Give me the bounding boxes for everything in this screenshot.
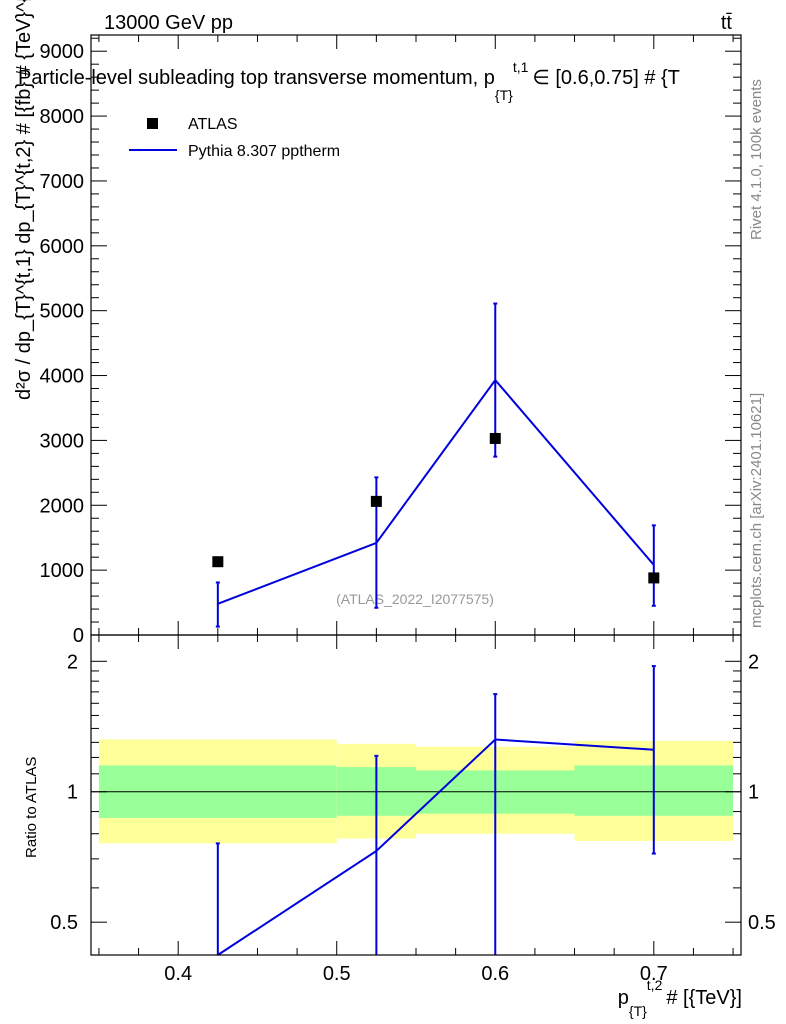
x-label-main: p [618,987,629,1009]
title-tail: ∈ [0.6,0.75] # {T [532,67,680,89]
ratio-plot-frame [90,634,742,956]
title-main: Particle-level subleading top transverse… [18,67,495,89]
main-y-tick-label: 8000 [40,106,85,128]
main-series [212,302,660,628]
x-tick-label: 0.4 [164,963,192,985]
title-sup: t,1 [513,59,529,75]
main-data-point [370,495,382,507]
main-y-tick-label: 4000 [40,366,85,388]
main-y-tick-label: 7000 [40,171,85,193]
y-axis-label-main: d²σ / dp_{T}^{t,1} dp_{T}^{t,2} # [{fb} … [13,0,35,400]
y-axis-label-ratio: Ratio to ATLAS [23,757,40,858]
analysis-watermark: (ATLAS_2022_I2077575) [336,591,494,607]
legend-data-marker [147,118,158,129]
main-y-tick-label: 6000 [40,236,85,258]
ratio-y-tick-label-right: 2 [748,651,759,673]
rivet-label: Rivet 4.1.0, 100k events [748,79,765,240]
title-sub: {T} [495,87,513,103]
legend-mc-label: Pythia 8.307 pptherm [188,143,340,160]
main-y-tick-label: 2000 [40,495,85,517]
x-axis-label: p{T}t,2# [{TeV}] [618,977,742,1019]
main-data-point [489,432,501,444]
ratio-uncertainty-bands [91,739,741,844]
main-mc-line [217,378,655,605]
main-y-tick-label: 1000 [40,560,85,582]
ratio-mc-line [217,738,654,956]
x-tick-label: 0.6 [481,963,509,985]
legend: ATLAS Pythia 8.307 pptherm [129,116,340,160]
main-y-tick-label: 9000 [40,41,85,63]
main-data-point [212,556,224,568]
ratio-series [215,665,656,956]
x-label-tail: # [{TeV}] [666,987,742,1009]
main-y-tick-label: 0 [73,625,84,647]
plot-title: Particle-level subleading top transverse… [18,59,680,103]
main-data-point [648,572,660,584]
header-left: 13000 GeV pp [104,12,233,34]
legend-data-label: ATLAS [188,116,238,133]
main-y-tick-label: 3000 [40,430,85,452]
ratio-y-tick-label-right: 1 [748,782,759,804]
ratio-y-tick-label-right: 0.5 [748,912,776,934]
ratio-y-tick-label-left: 0.5 [50,912,78,934]
x-label-sub: {T} [629,1003,647,1019]
x-tick-label: 0.7 [640,963,668,985]
mcplots-label: mcplots.cern.ch [arXiv:2401.10621] [748,393,765,628]
ratio-y-tick-label-left: 1 [67,782,78,804]
header-right: tt̄ [721,12,733,34]
x-tick-label: 0.5 [323,963,351,985]
ratio-y-tick-label-left: 2 [67,651,78,673]
axis-ticks: 0.4 0.5 0.6 0.7 0 1000 2000 3000 4000 5000 6000 700… [40,35,776,985]
main-y-tick-label: 5000 [40,301,85,323]
x-label-sup: t,2 [647,977,663,993]
